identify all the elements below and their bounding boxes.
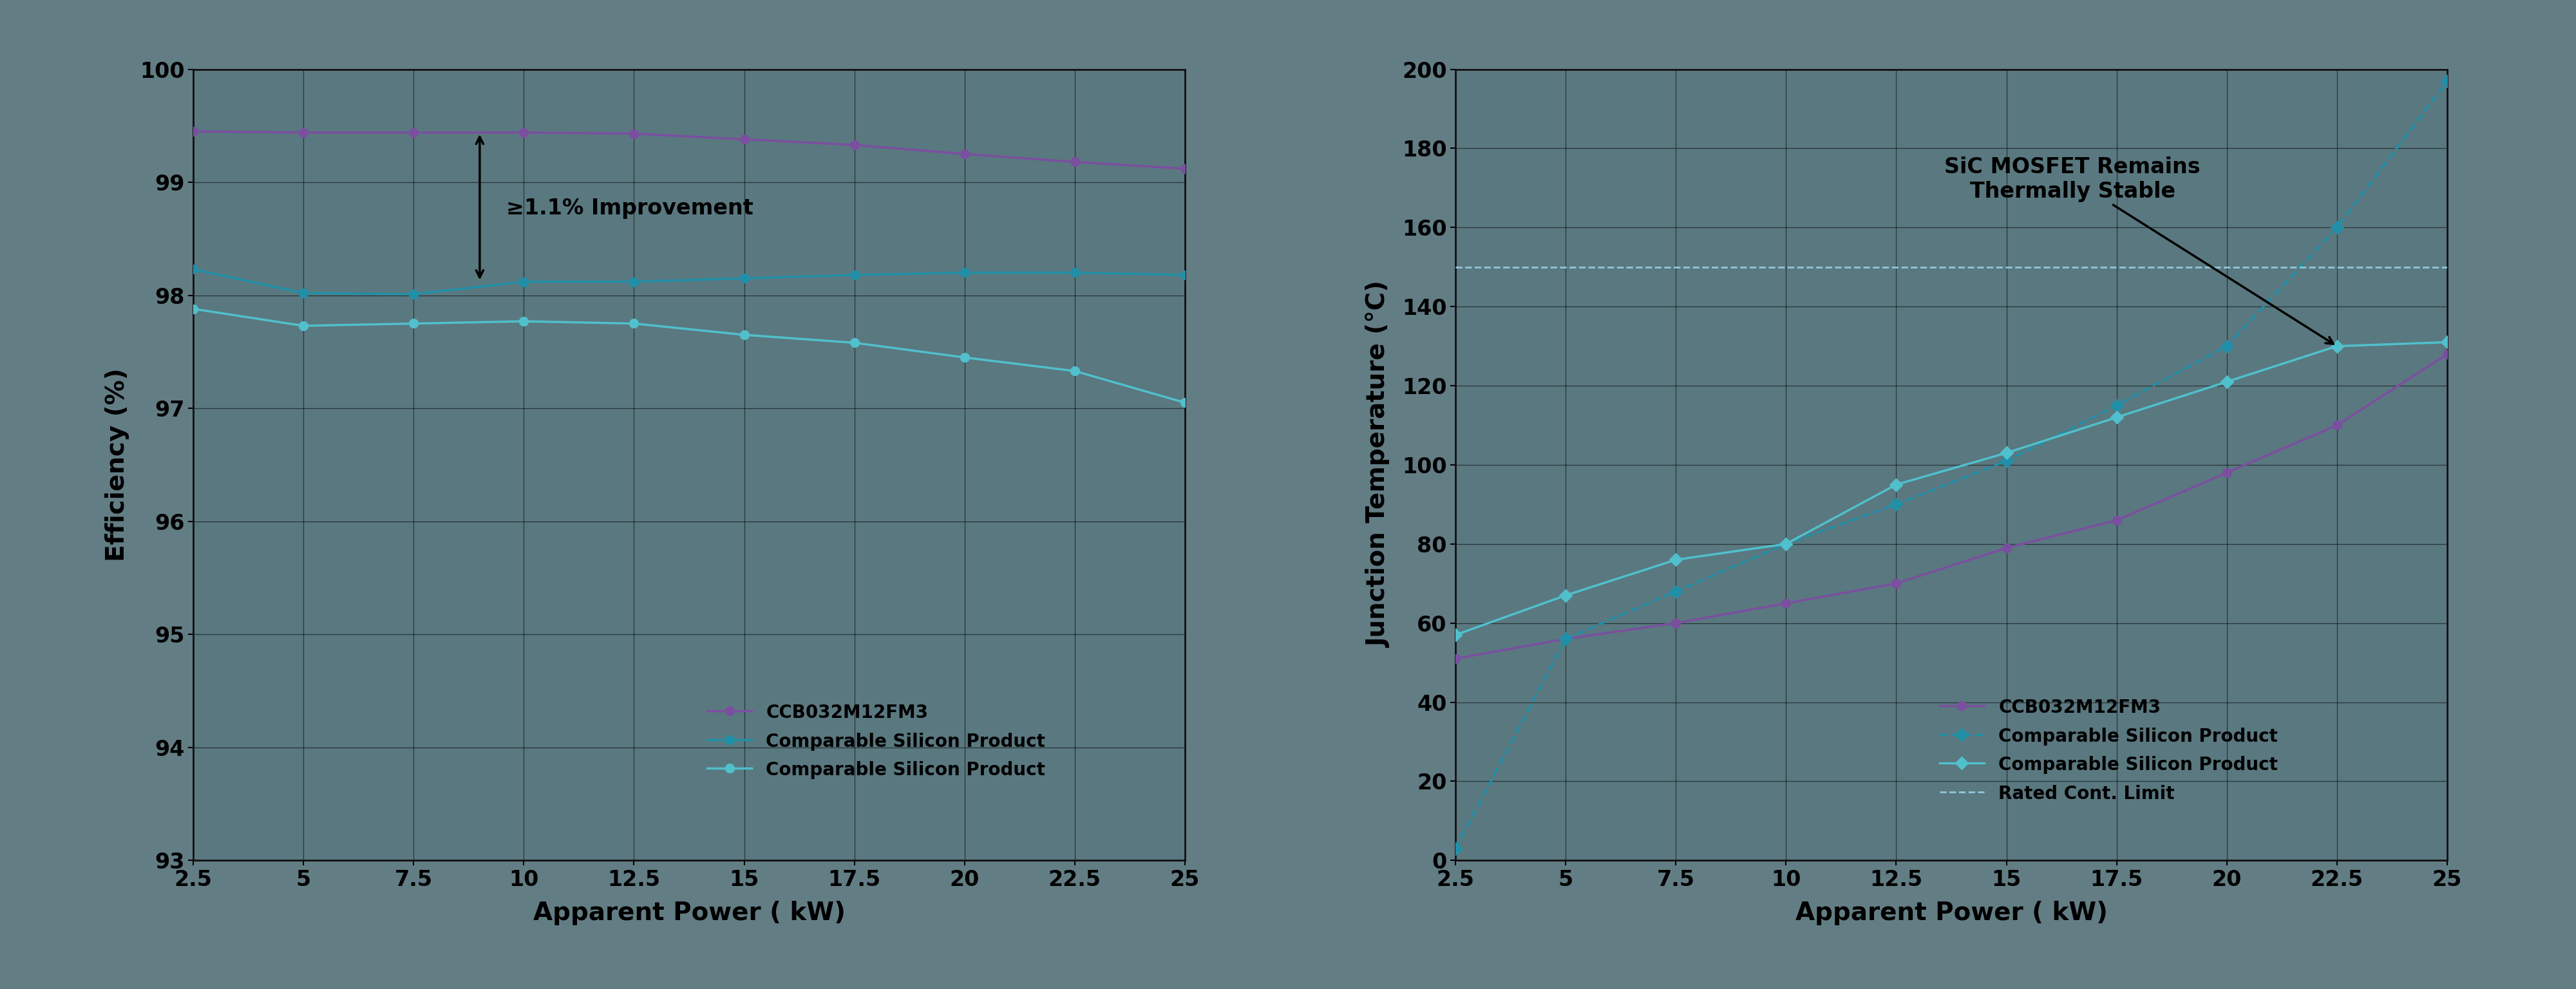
Comparable Silicon Product — [1551, 589, 1582, 601]
CCB032M12FM3 — [1440, 653, 1471, 665]
CCB032M12FM3 — [729, 134, 760, 145]
CCB032M12FM3 — [178, 126, 209, 137]
Comparable Silicon Product — [1662, 585, 1692, 597]
Comparable Silicon Product — [2102, 400, 2133, 411]
Comparable Silicon Product — [1662, 554, 1692, 566]
CCB032M12FM3 — [2210, 467, 2241, 479]
CCB032M12FM3 — [399, 127, 430, 138]
Comparable Silicon Product — [507, 315, 538, 327]
Comparable Silicon Product — [2432, 336, 2463, 348]
CCB032M12FM3 — [1991, 542, 2022, 554]
Comparable Silicon Product — [1880, 479, 1911, 491]
Comparable Silicon Product — [1170, 397, 1200, 408]
Line: Comparable Silicon Product: Comparable Silicon Product — [1450, 76, 2452, 854]
Comparable Silicon Product — [2210, 340, 2241, 352]
CCB032M12FM3 — [948, 148, 979, 160]
Comparable Silicon Product — [618, 317, 649, 329]
Text: ≥1.1% Improvement: ≥1.1% Improvement — [505, 198, 752, 219]
Line: CCB032M12FM3: CCB032M12FM3 — [1450, 349, 2452, 664]
Comparable Silicon Product — [178, 263, 209, 275]
X-axis label: Apparent Power ( kW): Apparent Power ( kW) — [533, 901, 845, 926]
CCB032M12FM3 — [1551, 633, 1582, 645]
Comparable Silicon Product — [1059, 365, 1090, 377]
Comparable Silicon Product — [1440, 629, 1471, 641]
CCB032M12FM3 — [507, 127, 538, 138]
Comparable Silicon Product — [1991, 447, 2022, 459]
Comparable Silicon Product — [1770, 538, 1801, 550]
CCB032M12FM3 — [2321, 419, 2352, 431]
Comparable Silicon Product — [289, 319, 319, 331]
Comparable Silicon Product — [1880, 498, 1911, 510]
CCB032M12FM3 — [1059, 156, 1090, 168]
Comparable Silicon Product — [618, 276, 649, 288]
Comparable Silicon Product — [2321, 222, 2352, 233]
Comparable Silicon Product — [178, 303, 209, 315]
CCB032M12FM3 — [1662, 617, 1692, 629]
Comparable Silicon Product — [948, 267, 979, 279]
Comparable Silicon Product — [2321, 340, 2352, 352]
Y-axis label: Efficiency (%): Efficiency (%) — [106, 368, 129, 562]
Comparable Silicon Product — [399, 317, 430, 329]
CCB032M12FM3 — [1770, 597, 1801, 609]
Comparable Silicon Product — [840, 269, 871, 281]
Comparable Silicon Product — [1440, 843, 1471, 854]
Line: Comparable Silicon Product: Comparable Silicon Product — [188, 265, 1190, 299]
Comparable Silicon Product — [507, 276, 538, 288]
CCB032M12FM3 — [2102, 514, 2133, 526]
Text: SiC MOSFET Remains
Thermally Stable: SiC MOSFET Remains Thermally Stable — [1945, 156, 2334, 344]
Y-axis label: Junction Temperature (°C): Junction Temperature (°C) — [1368, 282, 1391, 648]
CCB032M12FM3 — [840, 139, 871, 151]
CCB032M12FM3 — [618, 128, 649, 139]
Comparable Silicon Product — [399, 288, 430, 300]
Comparable Silicon Product — [1991, 455, 2022, 467]
Comparable Silicon Product — [729, 272, 760, 284]
Comparable Silicon Product — [1770, 538, 1801, 550]
Comparable Silicon Product — [1170, 269, 1200, 281]
CCB032M12FM3 — [1880, 578, 1911, 589]
Legend: CCB032M12FM3, Comparable Silicon Product, Comparable Silicon Product: CCB032M12FM3, Comparable Silicon Product… — [698, 694, 1054, 788]
Line: Comparable Silicon Product: Comparable Silicon Product — [188, 305, 1190, 407]
Line: Comparable Silicon Product: Comparable Silicon Product — [1450, 337, 2452, 640]
Comparable Silicon Product — [1059, 267, 1090, 279]
CCB032M12FM3 — [289, 127, 319, 138]
Comparable Silicon Product — [2432, 75, 2463, 87]
CCB032M12FM3 — [1170, 163, 1200, 175]
Comparable Silicon Product — [1551, 633, 1582, 645]
Comparable Silicon Product — [840, 337, 871, 349]
Comparable Silicon Product — [948, 351, 979, 363]
X-axis label: Apparent Power ( kW): Apparent Power ( kW) — [1795, 901, 2107, 926]
Comparable Silicon Product — [2102, 411, 2133, 423]
CCB032M12FM3 — [2432, 348, 2463, 360]
Comparable Silicon Product — [289, 287, 319, 299]
Legend: CCB032M12FM3, Comparable Silicon Product, Comparable Silicon Product, Rated Cont: CCB032M12FM3, Comparable Silicon Product… — [1929, 689, 2287, 812]
Comparable Silicon Product — [729, 329, 760, 341]
Line: CCB032M12FM3: CCB032M12FM3 — [188, 127, 1190, 173]
Comparable Silicon Product — [2210, 376, 2241, 388]
